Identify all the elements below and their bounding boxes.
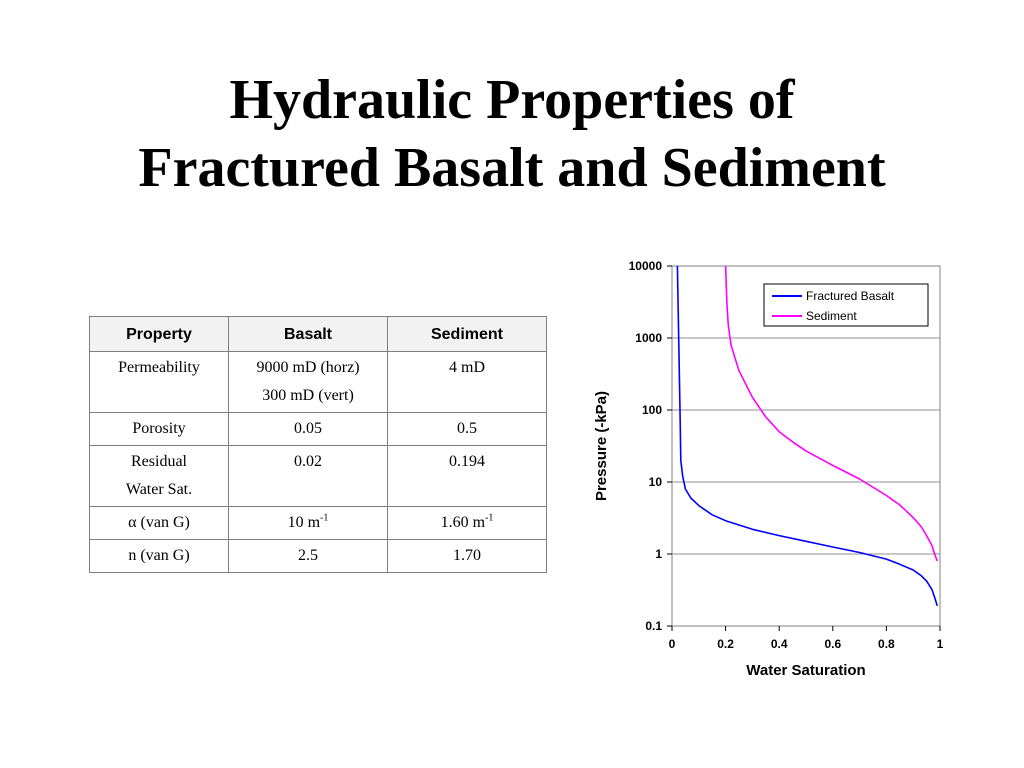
- slide-title-line-1: Hydraulic Properties of: [229, 69, 795, 131]
- cell-basalt: 0.05: [228, 412, 388, 446]
- cell-text: Porosity: [132, 420, 186, 437]
- slide-title-line-2: Fractured Basalt and Sediment: [138, 137, 886, 199]
- cell-text: 300 mD (vert): [262, 387, 354, 404]
- cell-text: 0.02: [294, 453, 322, 470]
- cell-text: 10 m: [287, 514, 321, 531]
- cell-basalt: 0.02: [228, 445, 388, 507]
- chart-legend: Fractured Basalt Sediment: [763, 283, 929, 327]
- cell-text: Water Sat.: [125, 481, 193, 498]
- properties-table: Property Basalt Sediment Permeability 90…: [89, 316, 547, 573]
- legend-label: Fractured Basalt: [806, 289, 895, 303]
- cell-text: 1.70: [453, 547, 481, 564]
- cell-text: n (van G): [128, 547, 190, 564]
- cell-basalt: 9000 mD (horz) 300 mD (vert): [228, 351, 388, 413]
- cell-text: 9000 mD (horz): [256, 359, 360, 376]
- slide-title: Hydraulic Properties of Fractured Basalt…: [0, 66, 1024, 202]
- cell-text: 0.05: [294, 420, 322, 437]
- cell-text: 4 mD: [449, 359, 485, 376]
- cell-text: 0.194: [449, 453, 485, 470]
- legend-label: Sediment: [806, 309, 857, 323]
- x-tick-label: 0.4: [771, 637, 788, 651]
- series-layer: [676, 265, 939, 607]
- cell-text: (van G): [136, 514, 190, 531]
- header-property: Property: [89, 316, 229, 352]
- alpha-symbol: α: [128, 514, 137, 531]
- cell-sediment: 0.5: [387, 412, 547, 446]
- x-tick-label: 0.8: [878, 637, 895, 651]
- table-row: α (van G) 10 m-1 1.60 m-1: [89, 506, 547, 540]
- x-tick-label: 0: [669, 637, 676, 651]
- cell-basalt: 2.5: [228, 539, 388, 573]
- x-axis-label: Water Saturation: [746, 662, 865, 679]
- cell-property: n (van G): [89, 539, 229, 573]
- cell-sediment: 1.70: [387, 539, 547, 573]
- table-row: Residual Water Sat. 0.02 0.194: [89, 445, 547, 507]
- y-tick-label: 10000: [629, 259, 663, 273]
- plot-frame: [671, 265, 941, 627]
- cell-exponent: -1: [485, 512, 494, 524]
- cell-text: Permeability: [118, 359, 200, 376]
- series-line-0: [676, 265, 939, 607]
- header-basalt: Basalt: [228, 316, 388, 352]
- y-tick-label: 10: [649, 475, 663, 489]
- y-axis-label: Pressure (-kPa): [593, 391, 610, 501]
- legend-box: [763, 283, 929, 327]
- cell-text: 1.60 m: [440, 514, 486, 531]
- cell-exponent: -1: [320, 512, 329, 524]
- x-tick-label: 0.6: [824, 637, 841, 651]
- retention-curve-chart: 0.1 1 10 100 1000 10000 0 0.2 0.4 0.6 0.8 1 Water S…: [593, 259, 944, 679]
- cell-sediment: 0.194: [387, 445, 547, 507]
- cell-property: Permeability: [89, 351, 229, 413]
- cell-basalt: 10 m-1: [228, 506, 388, 540]
- cell-sediment: 4 mD: [387, 351, 547, 413]
- cell-text: 2.5: [298, 547, 318, 564]
- y-tick-label: 1000: [635, 331, 662, 345]
- cell-text: 0.5: [457, 420, 477, 437]
- cell-property: Porosity: [89, 412, 229, 446]
- x-tick-label: 0.2: [717, 637, 734, 651]
- table-header-row: Property Basalt Sediment: [89, 316, 547, 352]
- x-tick-label: 1: [937, 637, 944, 651]
- tick-layer: 0.1 1 10 100 1000 10000 0 0.2 0.4 0.6 0.8 1: [629, 259, 944, 651]
- y-tick-label: 1: [655, 547, 662, 561]
- table-row: Porosity 0.05 0.5: [89, 412, 547, 446]
- series-line-1: [724, 265, 939, 562]
- cell-sediment: 1.60 m-1: [387, 506, 547, 540]
- cell-property: Residual Water Sat.: [89, 445, 229, 507]
- y-tick-label: 100: [642, 403, 662, 417]
- y-tick-label: 0.1: [645, 619, 662, 633]
- cell-property: α (van G): [89, 506, 229, 540]
- cell-text: Residual: [131, 453, 187, 470]
- table-row: n (van G) 2.5 1.70: [89, 539, 547, 573]
- table-row: Permeability 9000 mD (horz) 300 mD (vert…: [89, 351, 547, 413]
- header-sediment: Sediment: [387, 316, 547, 352]
